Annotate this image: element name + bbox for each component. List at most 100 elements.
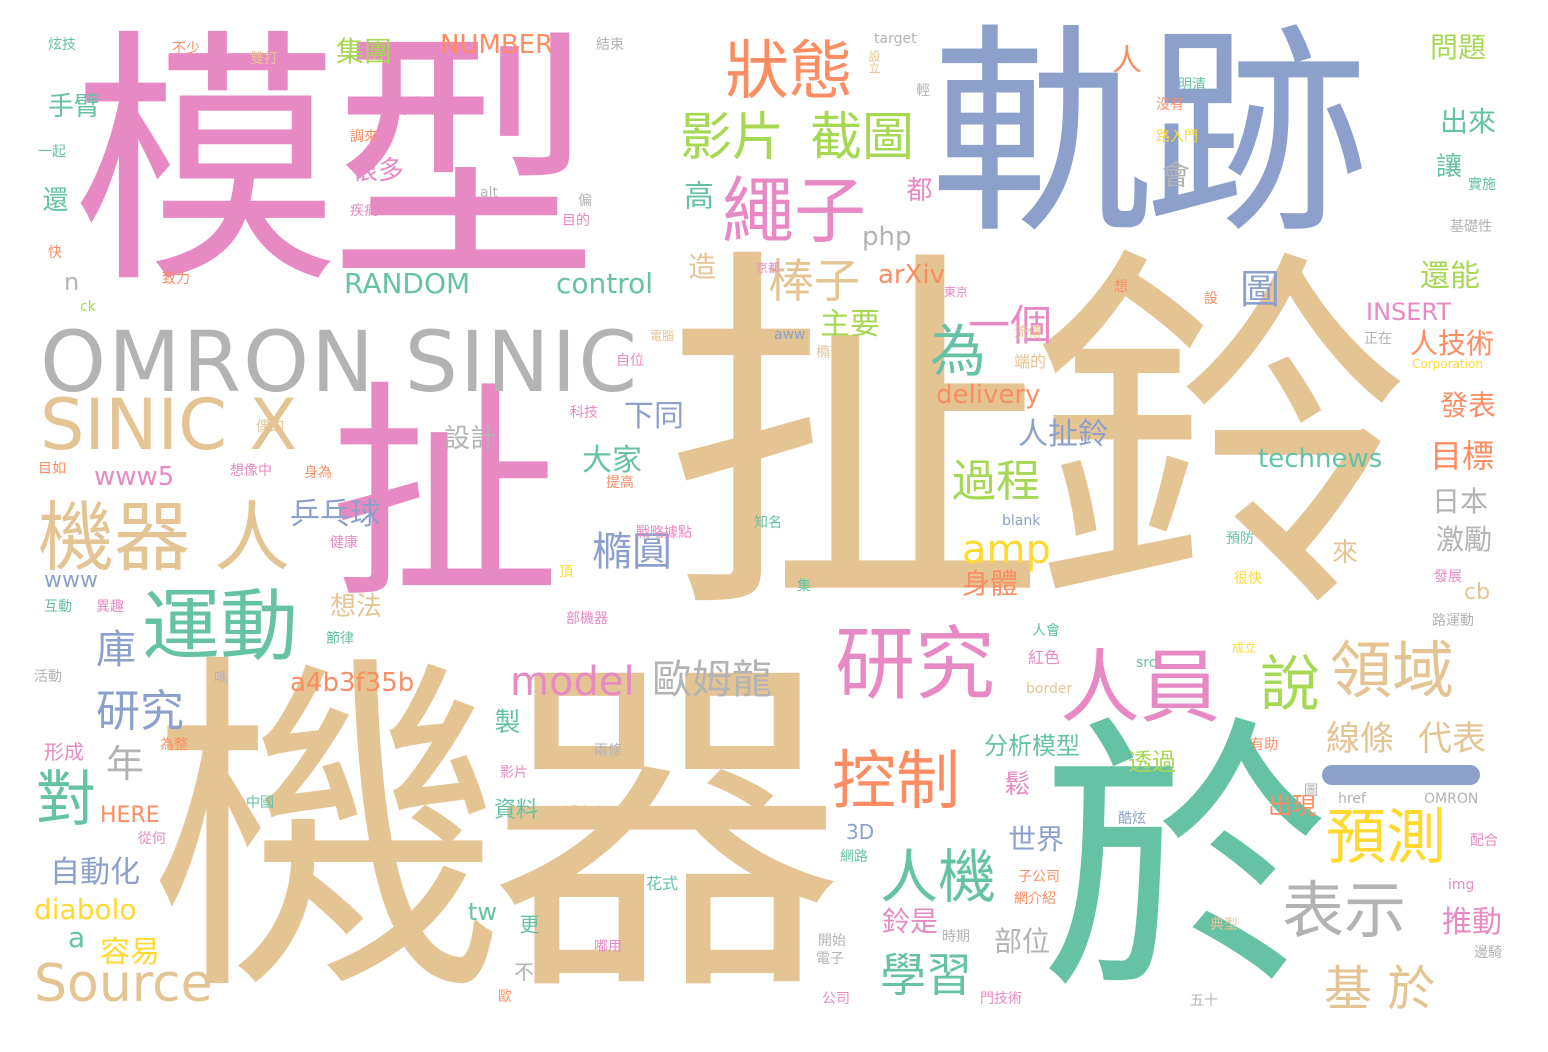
word-small: 一起 [38, 144, 66, 160]
word-world: 世界 [1008, 823, 1065, 856]
word-process: 過程 [952, 456, 1040, 507]
word-small: 雙打 [250, 51, 278, 67]
dash-mark [1322, 765, 1480, 785]
word-small: 時期 [942, 929, 970, 945]
word-person: 人 [1106, 44, 1141, 74]
word-here: HERE [100, 803, 160, 828]
word-library: 庫 [96, 627, 136, 673]
word-below-same: 下同 [624, 399, 684, 434]
word-small: src [1136, 655, 1157, 671]
word-predict: 預測 [1326, 803, 1446, 873]
word-small: OMRON [1424, 791, 1479, 807]
word-small: 橢球體 [816, 345, 858, 361]
word-small: 節律 [326, 631, 354, 647]
word-year: 年 [106, 742, 145, 786]
word-small: target [874, 31, 917, 47]
word-3d: 3D [846, 820, 875, 844]
word-small: 正在 [1364, 331, 1392, 347]
word-small: 發展 [1434, 569, 1462, 585]
word-let: 讓 [1436, 152, 1463, 182]
word-random: RANDOM [344, 267, 471, 300]
word-small: 兩條 [594, 743, 622, 759]
word-small: 典型 [1210, 917, 1238, 933]
word-small: 五十 [1190, 993, 1218, 1009]
word-small: 結束 [596, 37, 624, 53]
word-through: 透過 [1128, 748, 1176, 776]
word-represent-2: 代表 [1418, 719, 1486, 759]
word-small: 電腦 [650, 329, 675, 343]
word-easy: 容易 [100, 935, 160, 970]
word-small: 嘟用 [594, 939, 622, 955]
word-small: alt [480, 185, 498, 201]
word-diabolo: 扯鈴 [665, 218, 1411, 661]
word-figure: 圖 [1233, 268, 1279, 308]
word-loose: 鬆 [1000, 770, 1030, 796]
word-person-diabolo: 人扯鈴 [1018, 417, 1108, 452]
word-at: 於 [1040, 694, 1330, 1031]
word-research-small: 研究 [96, 686, 184, 737]
word-body: 身體 [962, 567, 1019, 600]
word-model: 模型 [72, 8, 598, 320]
word-analysis-model: 分析模型 [984, 732, 1080, 760]
word-trajectory: 軌跡 [930, 6, 1368, 264]
word-small: 想 [1114, 279, 1128, 295]
word-small: 網介紹 [1014, 891, 1056, 907]
word-japan: 日本 [1432, 485, 1489, 518]
word-bell-is: 鈴是 [882, 905, 939, 938]
word-learning: 學習 [880, 948, 972, 1002]
word-screenshot: 截圖 [810, 108, 915, 168]
word-small: 從何 [138, 831, 166, 847]
word-arm: 手臂 [48, 92, 101, 122]
word-omron-sinic: OMRON SINIC [40, 313, 639, 411]
word-tw: tw [468, 898, 498, 926]
word-small: 明清 [1178, 77, 1206, 93]
word-human-tech: 人技術 [1410, 327, 1495, 360]
word-everyone: 大家 [582, 443, 642, 478]
word-group: 集團 [336, 35, 393, 68]
word-small: 邊騎 [1474, 945, 1502, 961]
word-also: 還 [38, 186, 68, 212]
word-small: 炫技 [48, 37, 76, 53]
word-cb: cb [1464, 580, 1491, 605]
word-small: 端的 [1014, 352, 1047, 371]
word-ellipse: 橢圓 [592, 529, 672, 575]
word-small: ck [80, 299, 96, 315]
word-small: img [1448, 877, 1475, 893]
word-small: 有助 [1250, 737, 1278, 753]
word-model-en: model [510, 659, 635, 705]
word-technews: technews [1258, 444, 1383, 474]
word-small: 人會 [1032, 623, 1060, 639]
word-small: 公司 [822, 991, 850, 1007]
word-small: 沒有 [1156, 97, 1184, 113]
word-control: 控制 [832, 745, 960, 819]
word-pull: 扯 [330, 363, 561, 630]
word-small: 開始 [818, 933, 846, 949]
word-small: 基礎性 [1450, 219, 1492, 235]
word-source: Source [34, 954, 213, 1014]
word-for: 為 [930, 320, 986, 385]
word-small: 設立 [867, 50, 881, 74]
word-publish: 發表 [1440, 389, 1497, 422]
word-automation: 自動化 [50, 855, 140, 890]
word-php: php [862, 222, 912, 252]
word-small: 流傳 [1014, 325, 1042, 341]
word-small: 預防 [1226, 531, 1254, 547]
word-high: 高 [678, 180, 713, 210]
word-arxiv: arXiv [878, 260, 946, 290]
word-small: 身為 [304, 465, 332, 481]
word-hash: a4b3f35b [290, 668, 415, 698]
word-small: 想像中 [230, 463, 272, 479]
word-small: 圖 [1304, 783, 1318, 799]
word-pingpong: 乒乓球 [290, 497, 380, 532]
word-many: 很多 [352, 156, 405, 186]
word-n: n [64, 268, 80, 296]
word-small: blank [1002, 513, 1041, 529]
word-produce: 製 [490, 708, 520, 734]
word-small: 紅色 [1028, 648, 1061, 667]
word-sinic-x: SINIC X [40, 384, 298, 466]
word-small: 為整 [160, 737, 188, 753]
word-say: 說 [1260, 650, 1320, 720]
word-diabolo-en: diabolo [34, 893, 137, 926]
word-small: 互動 [44, 599, 72, 615]
